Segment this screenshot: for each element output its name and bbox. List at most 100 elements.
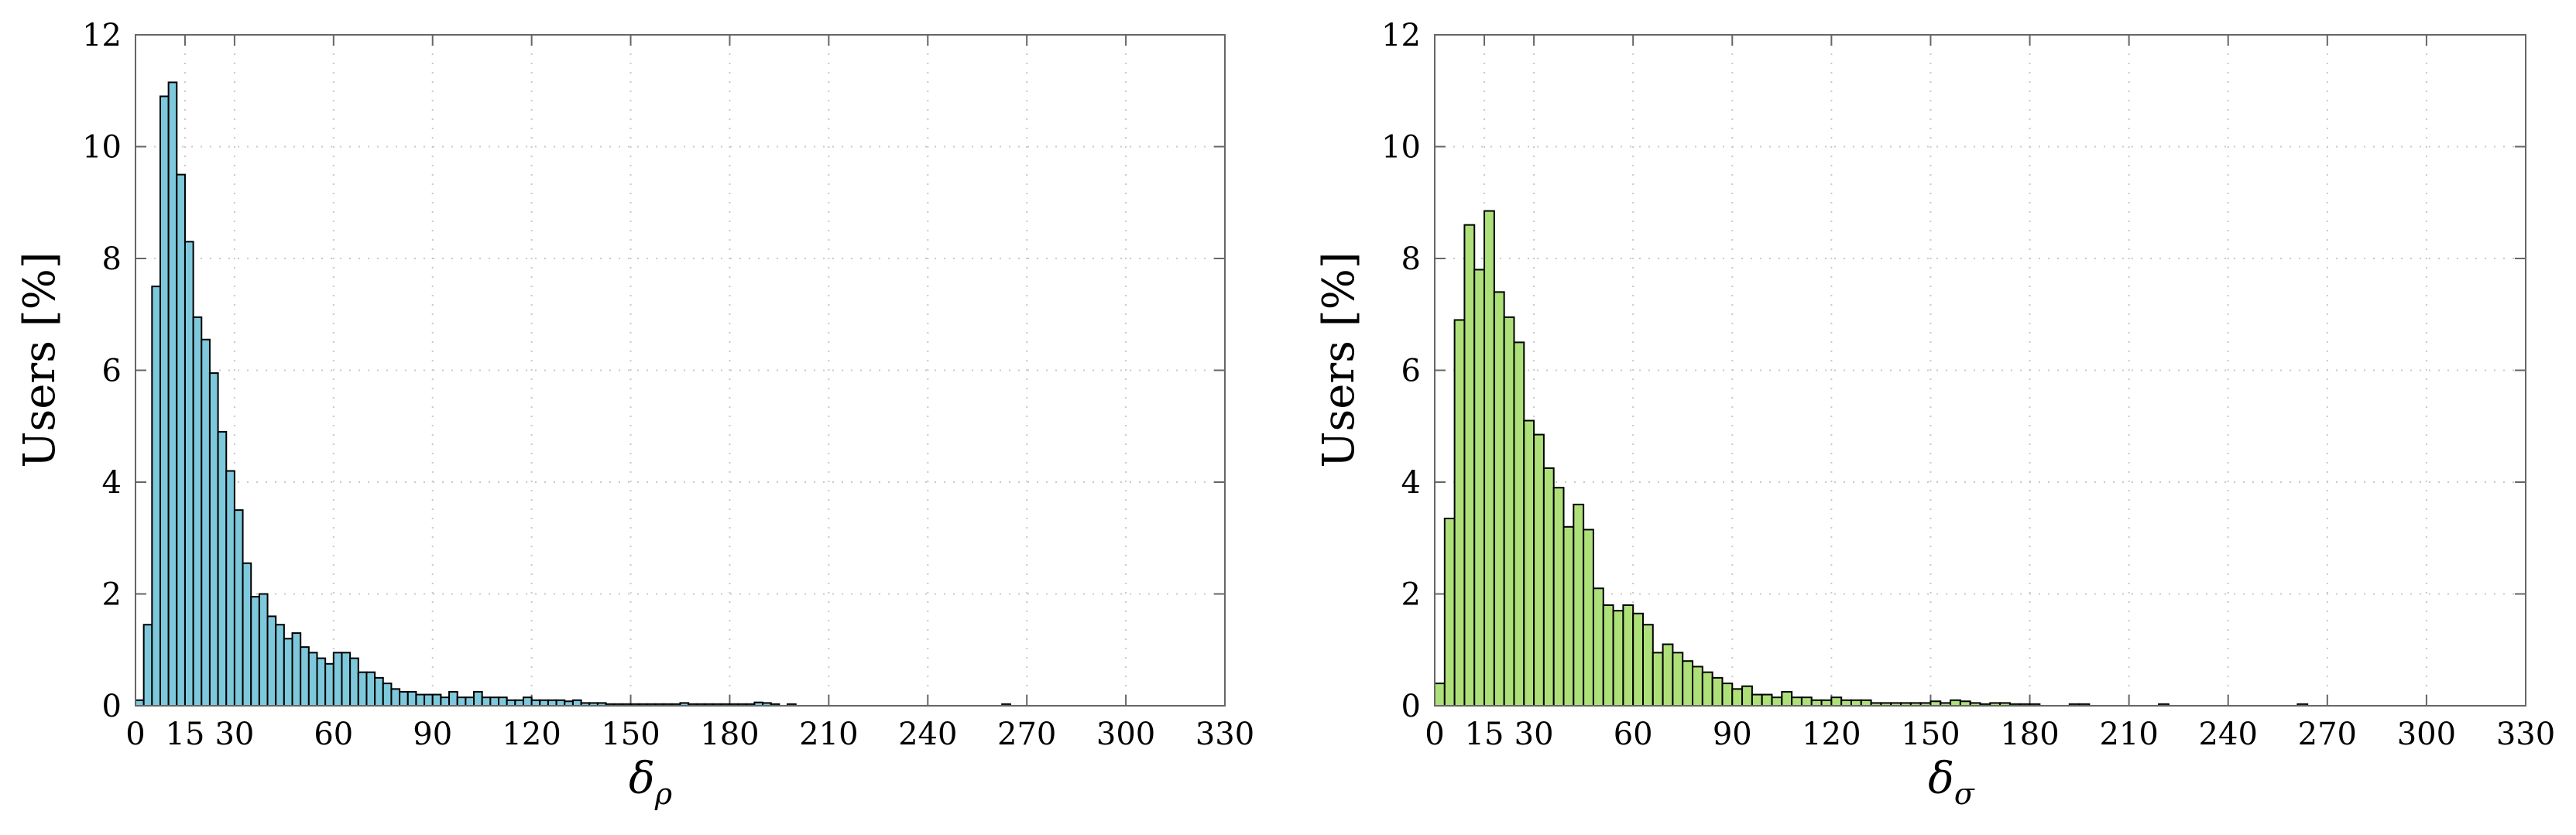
x-axis-label-main: δ xyxy=(1928,754,1954,804)
histogram-bar xyxy=(291,632,302,707)
histogram-bar xyxy=(547,699,557,707)
x-tick-label: 300 xyxy=(1096,717,1155,752)
histogram-bar xyxy=(514,699,524,707)
histogram-bar xyxy=(1533,433,1545,707)
histogram-bar xyxy=(506,699,516,707)
histogram-bar xyxy=(300,646,310,707)
histogram-bar xyxy=(1542,467,1555,707)
x-tick-labels: 0 15 30 60 90 120 150 180 210 240 270 300 330 xyxy=(1425,717,2555,752)
histogram-bar xyxy=(217,430,228,707)
histogram-bar xyxy=(275,624,285,707)
x-axis-label: δρ xyxy=(629,754,673,811)
histogram-bar xyxy=(332,652,343,707)
histogram-bar xyxy=(225,470,235,707)
histogram-bar xyxy=(390,688,401,707)
x-axis-label: δσ xyxy=(1928,754,1975,811)
x-tick-label: 120 xyxy=(502,717,561,752)
y-tick-label: 8 xyxy=(1401,241,1421,277)
histogram-bar xyxy=(1781,690,1793,707)
histogram-bar xyxy=(250,596,260,707)
x-tick-label: 240 xyxy=(898,717,957,752)
plot-frame xyxy=(135,34,1226,707)
histogram-bar xyxy=(555,699,566,707)
histogram-bar xyxy=(465,696,475,707)
histogram-bar xyxy=(341,652,352,707)
histogram-bar xyxy=(242,562,252,707)
histogram-bar xyxy=(135,699,145,707)
x-axis-label-main: δ xyxy=(629,754,655,804)
histogram-bar xyxy=(357,671,368,707)
x-tick-label: 150 xyxy=(601,717,660,752)
y-axis-label: Users [%] xyxy=(1314,252,1364,467)
x-tick-label: 180 xyxy=(2000,717,2059,752)
x-tick-label: 270 xyxy=(2298,717,2357,752)
histogram-bar xyxy=(406,690,417,707)
y-tick-labels: 0 2 4 6 8 10 12 xyxy=(82,18,122,724)
histogram-bar xyxy=(415,693,426,707)
x-tick-label: 0 xyxy=(1425,717,1444,752)
histogram-bar xyxy=(1652,652,1664,707)
histogram-bar xyxy=(1641,624,1654,707)
histogram-bar xyxy=(1850,699,1862,707)
histogram-bar xyxy=(1810,699,1823,707)
x-axis-label-subscript: ρ xyxy=(654,777,673,811)
histogram-bar xyxy=(1761,693,1773,707)
histogram-bar xyxy=(1484,210,1495,707)
x-tick-label: 270 xyxy=(997,717,1056,752)
x-tick-label: 210 xyxy=(799,717,858,752)
x-tick-label: 90 xyxy=(1713,717,1752,752)
histogram-bar xyxy=(1950,699,1961,707)
histogram-bar xyxy=(316,657,327,707)
x-tick-label: 330 xyxy=(1195,717,1254,752)
histogram-bar xyxy=(1701,671,1713,707)
histogram-bar xyxy=(142,624,153,707)
right-histogram-panel: 0 2 4 6 8 10 12 0 15 30 60 90 120 150 180 210 240 270 300… xyxy=(1314,18,2555,811)
histogram-bar xyxy=(167,81,178,707)
histogram-bar xyxy=(1711,676,1724,707)
histogram-bar xyxy=(489,696,499,707)
histogram-bar xyxy=(1751,693,1763,707)
y-tick-label: 10 xyxy=(1381,130,1421,166)
x-tick-label: 120 xyxy=(1802,717,1861,752)
y-tick-label: 6 xyxy=(1401,354,1421,389)
histogram-bar xyxy=(1552,487,1565,707)
y-tick-label: 2 xyxy=(1401,577,1421,613)
histogram-bar xyxy=(1523,419,1535,707)
histogram-bar xyxy=(258,593,269,707)
histogram-bar xyxy=(448,690,458,707)
histogram-bar xyxy=(349,657,359,707)
histogram-bar xyxy=(571,699,582,707)
histogram-bar xyxy=(159,95,170,707)
histogram-bar xyxy=(1503,316,1515,707)
y-tick-label: 2 xyxy=(102,577,122,613)
y-axis-label: Users [%] xyxy=(15,252,65,467)
x-tick-label: 30 xyxy=(1514,717,1554,752)
histogram-bar xyxy=(530,699,541,707)
histogram-bar xyxy=(1721,683,1734,707)
y-tick-labels: 0 2 4 6 8 10 12 xyxy=(1381,18,1421,724)
histogram-bar xyxy=(201,338,211,707)
x-tick-labels: 0 15 30 60 90 120 150 180 210 240 270 300 330 xyxy=(125,717,1254,752)
histogram-bar xyxy=(1463,224,1476,707)
y-tick-label: 12 xyxy=(1381,18,1421,53)
histogram-bar xyxy=(1632,612,1644,707)
left-histogram-panel: 0 2 4 6 8 10 12 0 15 30 60 90 120 150 180 210 240 270 300… xyxy=(15,18,1254,811)
y-tick-label: 8 xyxy=(102,241,122,277)
histogram-bar xyxy=(1682,660,1694,707)
histogram-bar xyxy=(1622,604,1634,707)
histogram-bar xyxy=(1513,341,1525,707)
x-tick-label: 90 xyxy=(413,717,452,752)
histogram-bar xyxy=(1840,699,1852,707)
histogram-bars xyxy=(1434,210,2309,707)
y-tick-label: 10 xyxy=(82,130,122,166)
histogram-bar xyxy=(1672,652,1684,707)
x-tick-label: 15 xyxy=(1465,717,1504,752)
histogram-bar xyxy=(424,693,434,707)
histogram-bar xyxy=(1731,688,1744,707)
x-tick-label: 330 xyxy=(2496,717,2555,752)
histogram-bar xyxy=(382,683,393,707)
histogram-bar xyxy=(1820,699,1833,707)
histogram-bar xyxy=(1791,696,1803,707)
histogram-bar xyxy=(481,696,492,707)
